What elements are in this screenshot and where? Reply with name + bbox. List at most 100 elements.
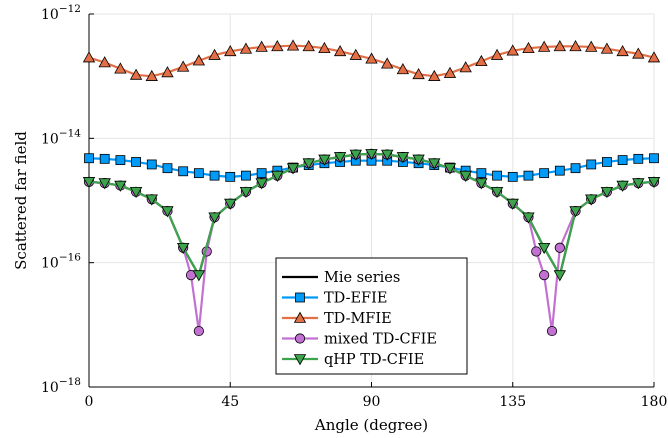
data-point <box>616 180 629 192</box>
data-point <box>490 48 504 60</box>
data-point <box>381 57 394 69</box>
data-point <box>225 171 236 182</box>
legend-label: TD-MFIE <box>324 311 392 327</box>
data-point <box>617 155 628 165</box>
series-layer <box>82 39 661 337</box>
tick-labels: 0 45 90 135 180 10−18 10−16 10−14 10−12 <box>41 3 667 410</box>
data-point <box>84 153 94 164</box>
y-tick-label: 10−18 <box>41 376 81 396</box>
data-point <box>115 155 126 165</box>
x-tick-label: 180 <box>641 394 668 410</box>
data-point <box>490 186 504 199</box>
legend-marker <box>295 292 305 303</box>
legend-marker <box>293 354 307 366</box>
data-point <box>129 68 143 80</box>
legend-label: qHP TD-CFIE <box>324 352 424 368</box>
data-point <box>412 154 425 166</box>
data-point <box>208 48 221 60</box>
data-point <box>600 186 614 199</box>
data-point <box>161 206 174 218</box>
data-point <box>365 149 378 161</box>
data-point <box>349 48 362 60</box>
data-point <box>586 159 597 170</box>
data-point <box>428 158 441 170</box>
data-point <box>162 163 173 174</box>
data-point <box>82 177 96 189</box>
data-point <box>569 206 582 218</box>
data-point <box>224 198 237 210</box>
data-point <box>129 186 143 199</box>
data-point <box>178 166 189 177</box>
data-point <box>475 54 488 67</box>
data-point <box>333 44 347 57</box>
data-point <box>146 159 157 170</box>
data-point <box>647 177 661 189</box>
series-qhp-td-cfie <box>82 149 661 282</box>
data-point <box>632 47 645 59</box>
x-axis-label: Angle (degree) <box>314 416 428 434</box>
x-tick-label: 90 <box>363 394 381 410</box>
legend-marker <box>294 333 306 344</box>
legend-label: Mie series <box>324 270 400 286</box>
data-point <box>241 170 251 181</box>
data-point <box>443 163 457 175</box>
data-point <box>396 152 410 164</box>
data-point <box>553 40 567 52</box>
data-point <box>616 44 629 57</box>
data-point <box>649 153 659 164</box>
data-point <box>98 178 111 190</box>
data-point <box>647 51 661 63</box>
data-point <box>255 40 268 52</box>
data-point <box>193 325 204 337</box>
data-point <box>506 198 519 210</box>
axes <box>88 13 655 388</box>
data-point <box>396 63 410 75</box>
data-point <box>82 51 96 63</box>
data-point <box>255 178 268 190</box>
data-point <box>145 194 158 206</box>
data-point <box>585 40 598 52</box>
data-point <box>570 163 581 174</box>
data-point <box>632 178 645 190</box>
data-point <box>475 178 488 190</box>
legend-label: TD-EFIE <box>324 291 387 307</box>
data-point <box>523 170 534 181</box>
data-point <box>333 152 347 164</box>
data-point <box>443 66 457 78</box>
y-axis-label: Scattered far field <box>12 131 30 270</box>
data-point <box>239 186 253 199</box>
data-point <box>522 41 535 53</box>
data-point <box>365 52 378 64</box>
data-point <box>209 170 220 181</box>
data-point <box>193 168 204 179</box>
data-point <box>554 165 565 176</box>
data-point <box>114 180 127 192</box>
data-point <box>507 171 518 182</box>
data-point <box>239 42 253 54</box>
data-point <box>531 246 542 257</box>
data-point <box>208 212 221 224</box>
legend: Mie series TD-EFIE TD-MFIE mixed TD-CFIE qHP… <box>275 257 468 375</box>
x-tick-label: 135 <box>499 394 526 410</box>
data-point <box>522 212 535 224</box>
data-point <box>492 170 502 181</box>
data-point <box>554 242 565 253</box>
data-point <box>546 325 558 337</box>
data-point <box>459 61 472 73</box>
data-point <box>459 170 472 182</box>
data-point <box>302 40 315 52</box>
y-tick-label: 10−12 <box>41 3 81 23</box>
data-point <box>318 41 331 53</box>
data-point <box>271 40 284 52</box>
data-point <box>176 60 190 72</box>
legend-marker <box>293 311 307 323</box>
data-point <box>600 42 614 54</box>
data-point <box>633 153 644 164</box>
data-point <box>349 149 362 161</box>
data-point <box>224 44 237 57</box>
data-point <box>99 153 110 164</box>
data-point <box>539 269 550 281</box>
data-point <box>537 242 551 255</box>
data-point <box>302 158 315 170</box>
